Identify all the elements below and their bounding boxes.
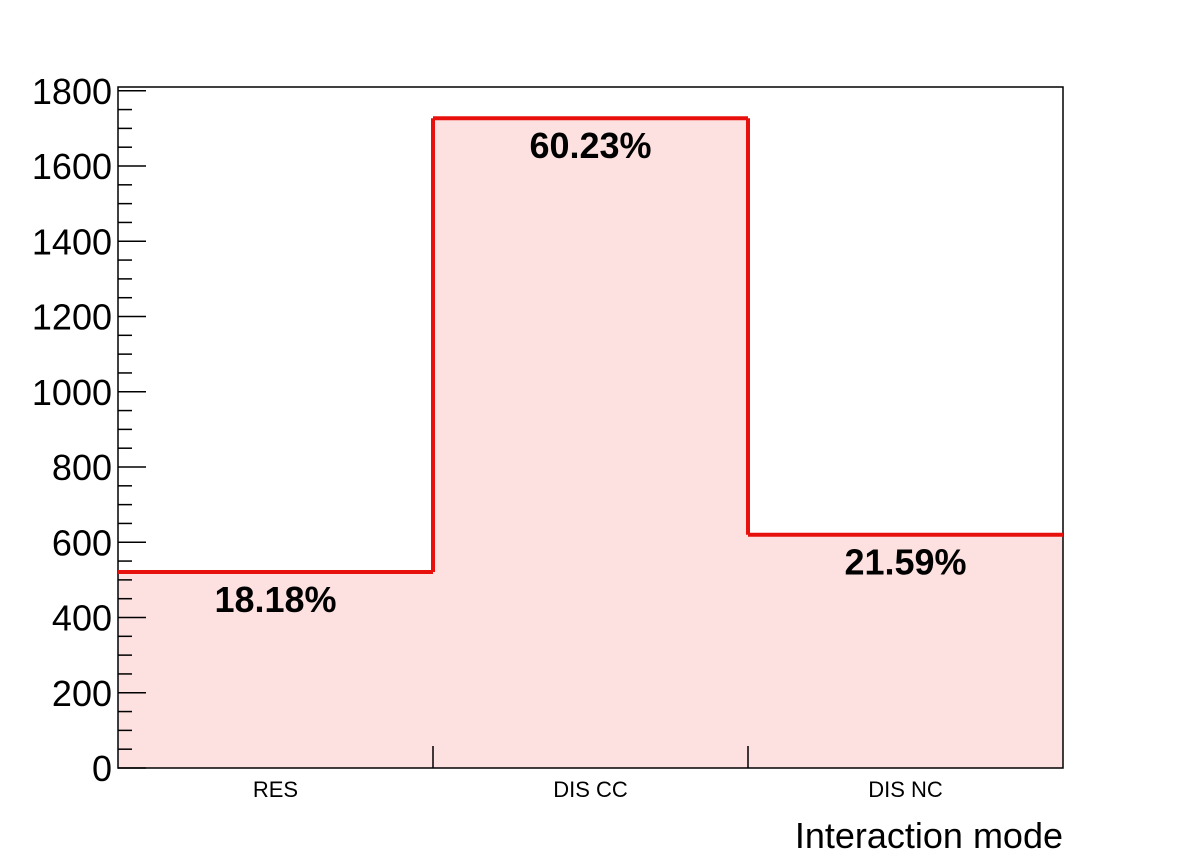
histogram-outline-layer [118,116,1063,574]
y-axis: 0 200 400 600 800 1000 1200 1400 1600 1800 [32,71,146,789]
y-tick-label: 1800 [32,71,112,112]
histogram-fill-layer [118,118,1063,769]
percentage-data-label: 60.23% [529,125,651,166]
y-tick-label: 800 [52,447,112,488]
y-tick-label: 200 [52,673,112,714]
data-labels-layer: 18.18% 60.23% 21.59% [214,125,966,620]
y-tick-label: 1200 [32,297,112,338]
plot-frame [117,86,1064,769]
y-tick-label: 600 [52,522,112,563]
y-tick-label: 400 [52,598,112,639]
percentage-data-label: 21.59% [844,542,966,583]
bar-fill [118,571,433,768]
y-tick-label: 0 [92,748,112,789]
x-category-label: RES [253,777,298,802]
x-axis: RES DIS CC DIS NC [253,746,943,802]
percentage-data-label: 18.18% [214,579,336,620]
x-axis-title: Interaction mode [795,815,1063,853]
bar-fill [748,534,1063,768]
y-tick-label: 1600 [32,146,112,187]
bar-fill [433,118,748,769]
x-category-label: DIS NC [868,777,943,802]
x-category-label: DIS CC [553,777,628,802]
y-tick-label: 1000 [32,372,112,413]
y-tick-label: 1400 [32,221,112,262]
